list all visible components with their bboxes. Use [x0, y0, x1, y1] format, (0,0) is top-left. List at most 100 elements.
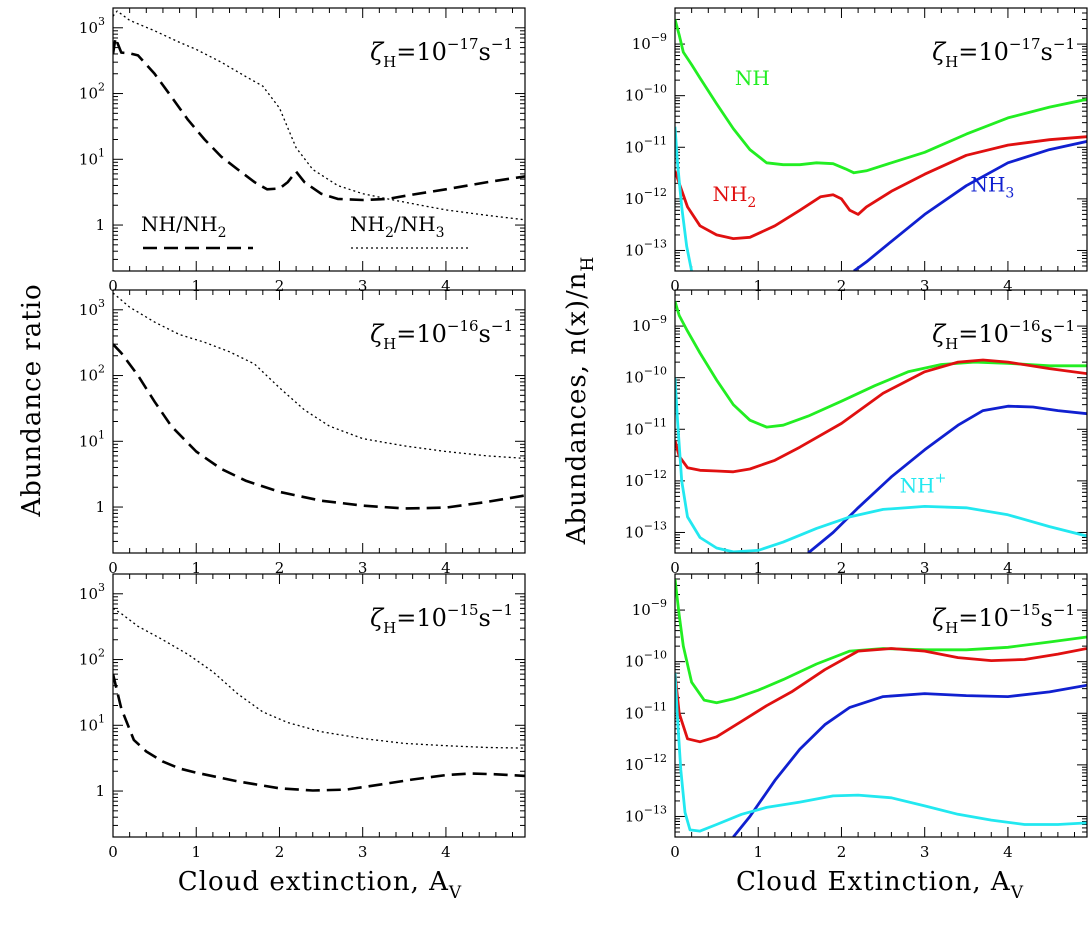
x-tick-label: 3: [358, 277, 368, 295]
plot-frame: [112, 7, 526, 272]
left-x-axis-title-main: Cloud extinction, A: [178, 867, 449, 897]
y-tick-label: 1: [95, 216, 105, 234]
series-group: [113, 10, 525, 221]
y-tick-base: 10: [625, 472, 644, 490]
zeta-label: ζH=10−16s−1: [932, 317, 1075, 353]
x-tick-label: 4: [1003, 559, 1013, 577]
y-tick-exp: 3: [98, 581, 105, 594]
y-tick-label: 10−9: [632, 313, 667, 335]
legend-label-sub: 2: [385, 225, 394, 241]
zeta-eq: =10: [958, 320, 1009, 348]
zeta-eq: =10: [958, 604, 1009, 632]
zeta-symbol: ζ: [370, 38, 385, 66]
x-tick-label: 2: [275, 277, 285, 295]
legend-label: NH/NH2: [141, 212, 227, 241]
zeta-eq: =10: [396, 604, 447, 632]
y-tick-label: 10−13: [625, 237, 667, 259]
x-tick-label: 2: [275, 559, 285, 577]
series-line-nh3: [807, 404, 1087, 553]
x-tick-label: 2: [837, 559, 847, 577]
species-label-main: NH: [735, 66, 770, 90]
y-tick-label: 1: [95, 782, 105, 800]
series-line-nh: [675, 578, 1087, 705]
zeta-exp: −16: [447, 317, 479, 335]
species-label-sub: 2: [747, 195, 756, 211]
zeta-unit-exp: −1: [491, 317, 513, 335]
species-label-sub: 3: [1005, 185, 1014, 201]
x-tick-label: 3: [920, 559, 930, 577]
left-y-axis-title: Abundance ratio: [17, 283, 47, 517]
y-tick-exp: 3: [98, 297, 105, 310]
y-tick-exp: −12: [644, 468, 667, 481]
y-tick-exp: −9: [651, 313, 667, 326]
y-tick-exp: −11: [644, 134, 667, 147]
y-tick-exp: 2: [98, 81, 105, 94]
y-tick-base: 10: [79, 432, 98, 450]
right-y-axis-title-sub: H: [578, 256, 598, 272]
series-group: [113, 292, 525, 510]
y-tick-exp: −10: [644, 83, 667, 96]
species-label-sup: +: [935, 470, 947, 486]
zeta-eq: =10: [396, 320, 447, 348]
series-line-nh: [675, 301, 1087, 429]
right-y-axis-title: Abundances, n(x)/nH: [562, 256, 598, 546]
series-group: [675, 578, 1087, 837]
zeta-unit-exp: −1: [1053, 317, 1075, 335]
y-tick-label: 103: [79, 581, 105, 603]
series-line-nh: [675, 19, 1087, 175]
zeta-symbol: ζ: [932, 604, 947, 632]
species-label-main: NH: [900, 473, 935, 497]
right-x-axis-title: Cloud Extinction, AV: [736, 867, 1024, 903]
series-line-nhplus: [675, 126, 693, 271]
y-tick-label: 10−13: [625, 803, 667, 825]
zeta-label: ζH=10−16s−1: [370, 317, 513, 353]
y-tick-exp: 1: [98, 428, 105, 441]
y-tick-exp: 1: [98, 146, 105, 159]
x-tick-label: 0: [670, 559, 680, 577]
y-tick-label: 10−11: [625, 700, 667, 722]
species-label-nh3: NH3: [970, 172, 1014, 201]
zeta-label: ζH=10−15s−1: [932, 601, 1075, 637]
series-line-nh2: [675, 358, 1087, 474]
y-tick-base: 10: [79, 651, 98, 669]
plot-frame: [112, 289, 526, 554]
zeta-sub: H: [383, 335, 396, 353]
x-tick-label: 4: [441, 277, 451, 295]
series-line-nh-nh2: [113, 673, 525, 792]
y-tick-base: 10: [625, 420, 644, 438]
y-tick-base: 10: [79, 19, 98, 37]
y-tick-exp: −9: [651, 597, 667, 610]
zeta-exp: −15: [1009, 601, 1041, 619]
y-tick-base: 10: [79, 367, 98, 385]
y-tick-label: 10−12: [625, 468, 667, 490]
y-tick-exp: −12: [644, 752, 667, 765]
x-tick-label: 3: [358, 559, 368, 577]
right-x-axis-title-sub: V: [1010, 883, 1024, 903]
legend-label-main: NH/NH: [141, 212, 218, 236]
x-tick-label: 4: [441, 843, 451, 861]
zeta-exp: −15: [447, 601, 479, 619]
y-tick-exp: 2: [98, 647, 105, 660]
y-tick-base: 10: [625, 138, 644, 156]
y-tick-exp: −13: [644, 803, 667, 816]
zeta-label: ζH=10−17s−1: [932, 35, 1075, 71]
y-tick-label: 103: [79, 15, 105, 37]
x-tick-label: 4: [1003, 843, 1013, 861]
y-tick-label: 102: [79, 363, 105, 385]
x-tick-label: 4: [1003, 277, 1013, 295]
y-tick-base: 10: [79, 85, 98, 103]
y-tick-base: 10: [632, 601, 651, 619]
y-tick-base: 10: [625, 807, 644, 825]
left-x-axis-title-sub: V: [448, 883, 462, 903]
zeta-unit: s: [1041, 38, 1053, 66]
y-tick-base: 10: [625, 756, 644, 774]
zeta-unit-exp: −1: [1053, 601, 1075, 619]
series-line-nhplus: [675, 377, 1087, 553]
y-tick-base: 10: [625, 241, 644, 259]
zeta-symbol: ζ: [370, 320, 385, 348]
species-label-main: NH: [970, 172, 1005, 196]
zeta-unit-exp: −1: [491, 601, 513, 619]
